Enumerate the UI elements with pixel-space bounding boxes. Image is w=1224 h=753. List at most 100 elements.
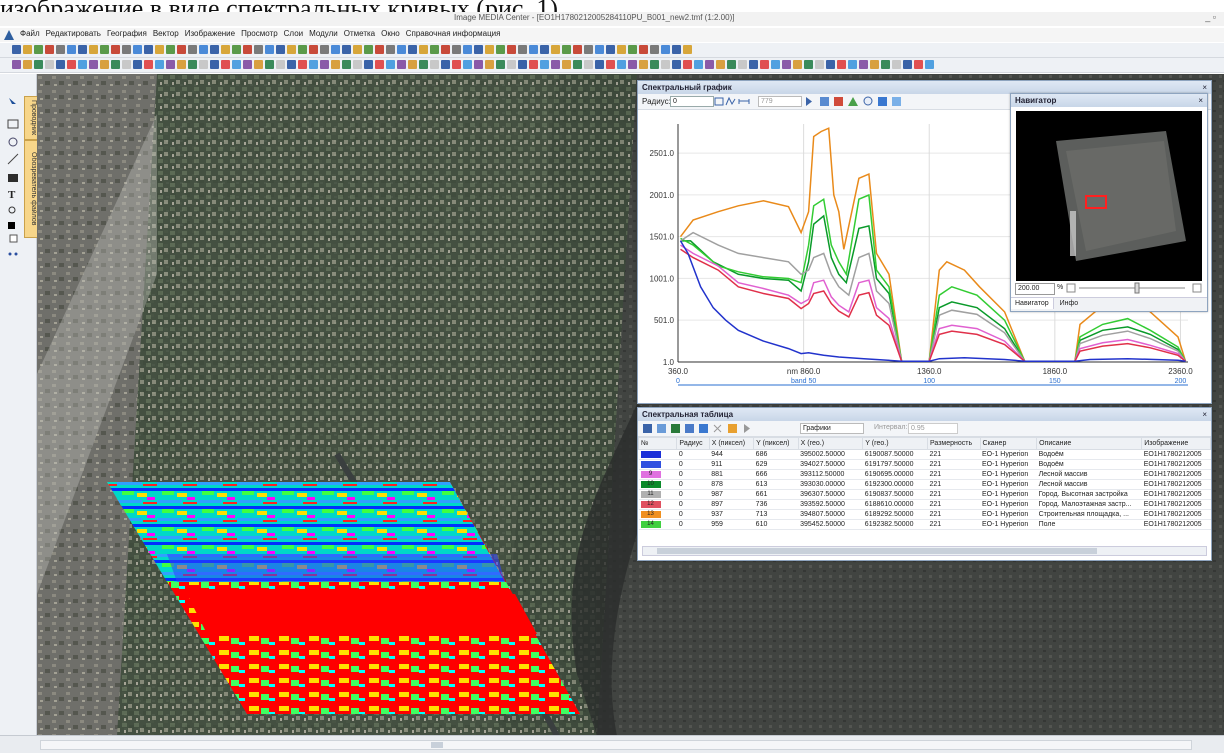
table-row[interactable]: 13 0 937 713 394807.50000 6189292.50000 221 EO-…: [638, 509, 1211, 520]
tool-icons[interactable]: T: [6, 94, 26, 274]
horizontal-scrollbar[interactable]: [642, 546, 1207, 556]
band-input[interactable]: 779: [758, 96, 802, 107]
cell-desc: Водоём: [1036, 459, 1142, 470]
cell-desc: Лесной массив: [1036, 469, 1142, 480]
x-tick-label: 1860.0: [1043, 367, 1068, 376]
table-row[interactable]: 0 944 686 395002.50000 6190087.50000 221 EO-1 …: [638, 449, 1211, 460]
cell-radius: 0: [676, 449, 710, 460]
toolbar-button-icon: [56, 45, 65, 54]
tab-explorer[interactable]: Проводник: [24, 96, 38, 140]
toolbar-button-icon: [848, 60, 857, 69]
map-scrollbar[interactable]: [40, 740, 1192, 750]
cell-xg: 396307.50000: [798, 489, 863, 500]
graph-tool-icons[interactable]: [714, 96, 754, 107]
menu-item-2[interactable]: География: [106, 29, 147, 38]
toolbar-button-icon: [683, 60, 692, 69]
column-header[interactable]: Размерность: [926, 437, 981, 450]
cell-xp: 959: [709, 519, 754, 530]
toolbar-button-icon: [375, 60, 384, 69]
table-row[interactable]: 14 0 959 610 395452.50000 6192382.50000 221 EO-…: [638, 519, 1211, 530]
spectral-table-header: Спектральная таблица ×: [638, 408, 1211, 421]
toolbar-button-icon: [859, 60, 868, 69]
menu-item-3[interactable]: Вектор: [152, 29, 179, 38]
toolbar-button-icon: [331, 60, 340, 69]
column-header[interactable]: Радиус: [676, 437, 710, 450]
toolbar-button-icon: [12, 45, 21, 54]
tab-file-browser[interactable]: Обозреватель файлов: [24, 140, 38, 238]
cell-img: EO1H1780212005: [1141, 459, 1211, 470]
menu-item-1[interactable]: Редактировать: [45, 29, 101, 38]
toolbar-button-icon: [474, 60, 483, 69]
toolbar-button-icon: [276, 45, 285, 54]
tab-info[interactable]: Инфо: [1059, 300, 1079, 307]
column-header[interactable]: Y (пиксел): [753, 437, 799, 450]
close-icon[interactable]: ×: [1202, 410, 1207, 419]
column-header[interactable]: №: [637, 437, 678, 450]
menu-item-10[interactable]: Справочная информация: [405, 29, 501, 38]
column-header[interactable]: X (гео.): [797, 437, 864, 450]
toolbar-button-icon: [397, 60, 406, 69]
color-swatch-cell: 11: [638, 489, 677, 500]
toolbar-button-icon: [353, 60, 362, 69]
cell-xg: 394027.50000: [798, 459, 863, 470]
cell-yp: 666: [753, 469, 799, 480]
menu-item-4[interactable]: Изображение: [184, 29, 236, 38]
toolbar-button-icon: [320, 60, 329, 69]
close-icon[interactable]: ×: [1202, 83, 1207, 92]
toolbar-button-icon: [100, 60, 109, 69]
color-swatch: 13: [640, 510, 661, 518]
toolbar-button-icon: [397, 45, 406, 54]
column-header[interactable]: Описание: [1036, 437, 1143, 450]
column-header[interactable]: Y (гео.): [862, 437, 928, 450]
charts-select[interactable]: Графики: [800, 423, 864, 434]
cell-desc: Водоём: [1036, 449, 1142, 460]
column-header[interactable]: Сканер: [979, 437, 1038, 450]
main-toolbar-icons[interactable]: [12, 44, 712, 56]
cell-dim: 221: [927, 489, 981, 500]
close-icon[interactable]: ×: [1198, 96, 1203, 105]
x-tick-label: nm 860.0: [787, 367, 821, 376]
toolbar-button-icon: [705, 60, 714, 69]
table-row[interactable]: 10 0 878 613 393030.00000 6192300.00000 221 EO-…: [638, 479, 1211, 490]
pointer-icon: [9, 98, 16, 108]
menu-item-0[interactable]: Файл: [20, 29, 40, 38]
toolbar-button-icon: [617, 45, 626, 54]
menu-item-8[interactable]: Отметка: [343, 29, 376, 38]
radius-input[interactable]: 0: [670, 96, 714, 107]
cell-dim: 221: [927, 499, 981, 510]
toolbar-button-icon: [287, 60, 296, 69]
graph-action-icons[interactable]: [804, 96, 914, 107]
interval-input[interactable]: 0.95: [908, 423, 958, 434]
toolbar-button-icon: [386, 60, 395, 69]
toolbar-button-icon: [771, 60, 780, 69]
table-row[interactable]: 12 0 897 736 393592.50000 6188610.00000 221 EO-…: [638, 499, 1211, 510]
toolbar-button-icon: [122, 60, 131, 69]
toolbar-button-icon: [518, 60, 527, 69]
drawing-toolbar-icons[interactable]: [12, 59, 942, 71]
menu-item-7[interactable]: Модули: [309, 29, 338, 38]
cell-radius: 0: [676, 489, 710, 500]
column-header[interactable]: Изображение: [1141, 437, 1211, 450]
toolbar-button-icon: [463, 60, 472, 69]
menu-item-5[interactable]: Просмотр: [241, 29, 278, 38]
toolbar-button-icon: [419, 45, 428, 54]
window-controls[interactable]: _ ▫: [1205, 12, 1216, 22]
table-row[interactable]: 0 911 629 394027.50000 6191797.50000 221 EO-1 …: [638, 459, 1211, 470]
column-header[interactable]: X (пиксел): [708, 437, 755, 450]
radius-label: Радиус:: [642, 97, 671, 106]
zoom-input[interactable]: 200.00: [1015, 283, 1055, 295]
cell-desc: Город. Малоэтажная застр...: [1036, 499, 1142, 510]
toolbar-button-icon: [584, 60, 593, 69]
toolbar-button-icon: [914, 60, 923, 69]
cell-yg: 6188610.00000: [862, 499, 928, 510]
tab-navigator[interactable]: Навигатор: [1011, 298, 1054, 309]
toolbar-button-icon: [430, 60, 439, 69]
menu-item-9[interactable]: Окно: [381, 29, 400, 38]
menu-item-6[interactable]: Слои: [283, 29, 304, 38]
table-row[interactable]: 9 0 881 666 393112.50000 6190695.00000 221 EO-1…: [638, 469, 1211, 480]
zoom-slider[interactable]: [1065, 282, 1205, 294]
table-tool-icons[interactable]: [642, 423, 792, 434]
toolbar-button-icon: [870, 60, 879, 69]
navigator-overview[interactable]: [1016, 111, 1202, 281]
table-row[interactable]: 11 0 987 661 396307.50000 6190837.50000 221 EO-…: [638, 489, 1211, 500]
